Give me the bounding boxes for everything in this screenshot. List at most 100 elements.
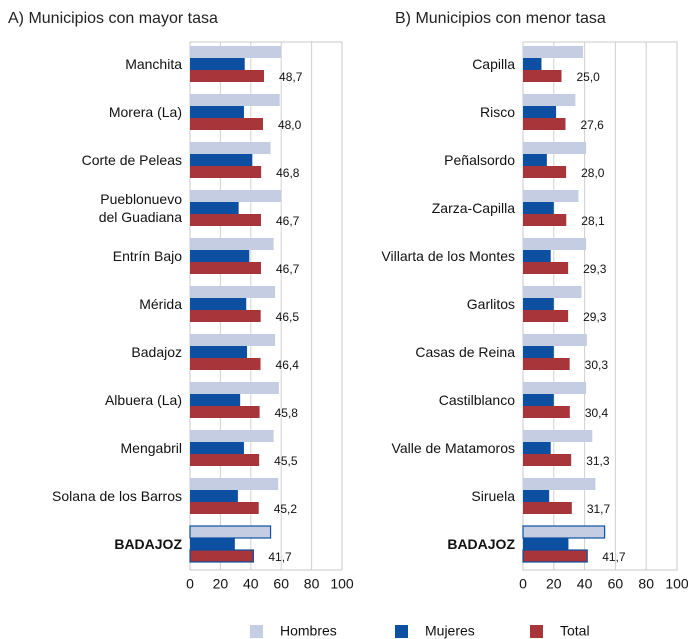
bar xyxy=(523,490,550,502)
bar xyxy=(189,525,272,539)
legend-swatch xyxy=(250,625,263,638)
category-label: Badajoz xyxy=(131,344,182,360)
x-tick-label: 80 xyxy=(304,576,320,592)
bar xyxy=(523,58,542,70)
x-tick-label: 0 xyxy=(519,576,527,592)
bar xyxy=(523,298,554,310)
bar xyxy=(522,525,606,539)
bar xyxy=(522,549,588,563)
bar xyxy=(523,202,554,214)
bar xyxy=(523,310,569,322)
bar xyxy=(190,214,261,226)
x-tick-label: 100 xyxy=(665,576,688,592)
bar xyxy=(523,334,587,346)
x-tick-label: 20 xyxy=(213,576,229,592)
category-label: Pueblonuevo del Guadiana xyxy=(98,191,182,225)
bar xyxy=(190,106,244,118)
bar xyxy=(523,478,596,490)
category-label: Siruela xyxy=(471,488,515,504)
x-tick-label: 80 xyxy=(638,576,654,592)
x-tick-label: 20 xyxy=(546,576,562,592)
legend-swatch xyxy=(530,625,543,638)
value-label: 30,3 xyxy=(585,358,609,372)
bar xyxy=(190,298,247,310)
category-label: Corte de Peleas xyxy=(81,152,182,168)
legend-label: Total xyxy=(560,623,590,639)
bar xyxy=(190,250,250,262)
bar xyxy=(523,430,593,442)
bar xyxy=(190,382,279,394)
category-label: Mengabril xyxy=(120,440,182,456)
bar xyxy=(523,250,551,262)
value-label: 28,0 xyxy=(581,166,605,180)
bar xyxy=(523,502,572,514)
category-label: BADAJOZ xyxy=(447,536,515,552)
category-label: Castilblanco xyxy=(438,392,515,408)
category-label: Albuera (La) xyxy=(104,392,182,408)
bar xyxy=(523,394,554,406)
bar xyxy=(190,430,274,442)
bar xyxy=(190,490,238,502)
bar xyxy=(523,154,547,166)
bar xyxy=(523,166,567,178)
category-label: Peñalsordo xyxy=(444,152,515,168)
bar xyxy=(190,406,260,418)
category-label: Morera (La) xyxy=(108,104,182,120)
bar xyxy=(190,118,263,130)
panel-title: B) Municipios con menor tasa xyxy=(395,10,606,27)
bar xyxy=(190,442,244,454)
value-label: 48,0 xyxy=(278,118,302,132)
bar xyxy=(523,238,587,250)
category-label: Capilla xyxy=(472,56,515,72)
x-tick-label: 100 xyxy=(330,576,354,592)
value-label: 29,3 xyxy=(583,310,607,324)
bar xyxy=(523,346,554,358)
value-label: 41,7 xyxy=(602,550,626,564)
value-label: 28,1 xyxy=(581,214,605,228)
bar xyxy=(190,502,259,514)
category-label: Valle de Matamoros xyxy=(391,440,515,456)
bar xyxy=(190,238,274,250)
value-label: 48,7 xyxy=(279,70,303,84)
bar xyxy=(190,142,271,154)
category-label: Entrín Bajo xyxy=(112,248,182,264)
bar xyxy=(190,394,241,406)
value-label: 46,5 xyxy=(276,310,300,324)
bar xyxy=(190,310,261,322)
value-label: 29,3 xyxy=(583,262,607,276)
category-label: Solana de los Barros xyxy=(52,488,182,504)
legend-label: Hombres xyxy=(280,623,337,639)
value-label: 30,4 xyxy=(585,406,609,420)
category-label: Risco xyxy=(479,104,515,120)
bar xyxy=(190,334,276,346)
value-label: 46,8 xyxy=(276,166,300,180)
bar xyxy=(190,538,235,550)
bar xyxy=(523,262,569,274)
bar xyxy=(523,46,584,58)
x-tick-label: 60 xyxy=(273,576,289,592)
bar xyxy=(190,358,261,370)
value-label: 31,3 xyxy=(586,454,610,468)
category-label: Casas de Reina xyxy=(415,344,515,360)
bar xyxy=(190,190,282,202)
value-label: 31,7 xyxy=(587,502,611,516)
bar xyxy=(190,154,253,166)
value-label: 46,4 xyxy=(276,358,300,372)
bar xyxy=(523,214,567,226)
bar xyxy=(523,118,566,130)
panel-title: A) Municipios con mayor tasa xyxy=(8,10,218,27)
x-tick-label: 40 xyxy=(243,576,259,592)
category-label: Villarta de los Montes xyxy=(381,248,515,264)
category-label: BADAJOZ xyxy=(114,536,182,552)
bar xyxy=(190,94,280,106)
category-label: Garlitos xyxy=(466,296,515,312)
bar xyxy=(190,202,239,214)
bar xyxy=(190,262,261,274)
value-label: 45,8 xyxy=(275,406,299,420)
x-tick-label: 0 xyxy=(186,576,194,592)
bar xyxy=(190,70,265,82)
bar xyxy=(523,406,570,418)
bar xyxy=(523,382,587,394)
